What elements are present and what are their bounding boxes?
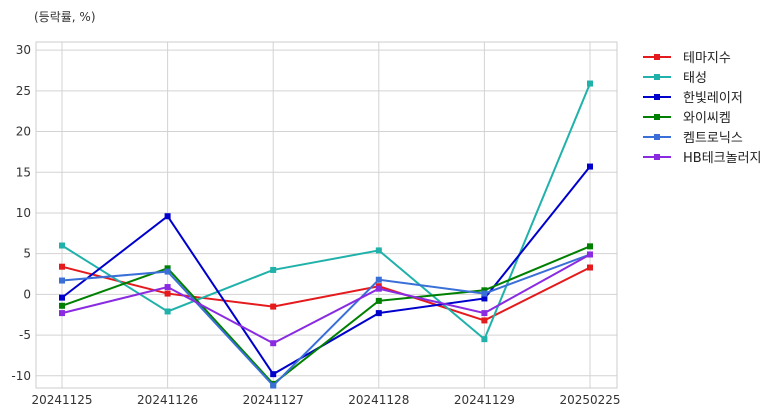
x-tick-label: 20241129: [454, 393, 515, 407]
data-point: [481, 295, 488, 302]
grid-lines: [36, 42, 617, 388]
data-point: [375, 285, 382, 292]
data-point: [375, 310, 382, 317]
data-point: [375, 297, 382, 304]
legend-marker: [654, 94, 660, 100]
data-point: [59, 310, 65, 317]
data-point: [587, 251, 593, 258]
legend-marker: [654, 54, 660, 60]
legend-item: 테마지수: [643, 51, 731, 66]
data-point: [481, 310, 488, 317]
data-point: [164, 265, 171, 272]
y-tick-label: 10: [16, 206, 31, 220]
data-point: [59, 294, 65, 301]
series-HB테크놀러지: [59, 251, 593, 347]
data-point: [59, 277, 65, 284]
data-point: [481, 290, 488, 297]
data-point: [270, 382, 277, 389]
legend-item: 와이씨켐: [643, 111, 731, 126]
data-point: [587, 243, 593, 250]
legend-item: HB테크놀러지: [643, 151, 762, 166]
data-point: [587, 80, 593, 87]
data-point: [270, 303, 277, 310]
data-point: [164, 284, 171, 291]
data-point: [481, 336, 488, 343]
legend-marker: [654, 154, 660, 160]
y-tick-label: 20: [16, 125, 31, 139]
data-point: [270, 371, 277, 378]
legend-item: 한빛레이저: [643, 91, 743, 106]
data-point: [164, 290, 171, 297]
y-tick-label: 30: [16, 43, 31, 57]
legend-marker: [654, 134, 660, 140]
series-line: [61, 83, 591, 341]
legend-marker: [654, 114, 660, 120]
data-point: [164, 268, 171, 275]
legend-label: 태성: [683, 71, 707, 86]
legend-item: 켐트로닉스: [643, 131, 743, 146]
legend-label: 한빛레이저: [683, 91, 743, 106]
series-group: [59, 80, 593, 389]
y-unit-label: (등락률, %): [34, 10, 96, 24]
series-line: [61, 245, 591, 386]
x-tick-label: 20250225: [559, 393, 620, 407]
y-tick-label: -5: [19, 328, 31, 342]
data-point: [59, 263, 65, 270]
legend-label: 테마지수: [683, 51, 731, 66]
x-tick-label: 20241126: [137, 393, 198, 407]
data-point: [481, 287, 488, 294]
series-line: [61, 253, 591, 345]
y-tick-label: 25: [16, 84, 31, 98]
y-tick-label: 5: [23, 247, 31, 261]
y-tick-label: 15: [16, 165, 31, 179]
data-point: [270, 266, 277, 273]
y-axis-ticks: -10 -5 0 5 10 15 20 25 30: [11, 43, 31, 383]
legend-item: 태성: [643, 71, 707, 86]
legend-marker: [654, 74, 660, 80]
x-tick-label: 20241125: [31, 393, 92, 407]
data-point: [59, 302, 65, 309]
series-line: [61, 265, 591, 322]
series-line: [61, 253, 591, 388]
legend-label: HB테크놀러지: [683, 151, 762, 166]
x-tick-label: 20241127: [243, 393, 304, 407]
data-point: [587, 264, 593, 271]
plot-frame: [35, 41, 618, 389]
data-point: [587, 163, 593, 170]
data-point: [59, 242, 65, 249]
series-태성: [59, 80, 593, 343]
data-point: [375, 276, 382, 283]
data-point: [481, 317, 488, 324]
x-tick-label: 20241128: [348, 393, 409, 407]
data-point: [270, 340, 277, 347]
legend-label: 와이씨켐: [683, 111, 731, 126]
data-point: [375, 247, 382, 254]
y-tick-label: 0: [23, 287, 31, 301]
x-axis-ticks: 20241125 20241126 20241127 20241128 20241129…: [31, 393, 620, 407]
legend-label: 켐트로닉스: [683, 131, 743, 146]
y-tick-label: -10: [11, 369, 31, 383]
data-point: [164, 213, 171, 220]
data-point: [164, 308, 171, 315]
